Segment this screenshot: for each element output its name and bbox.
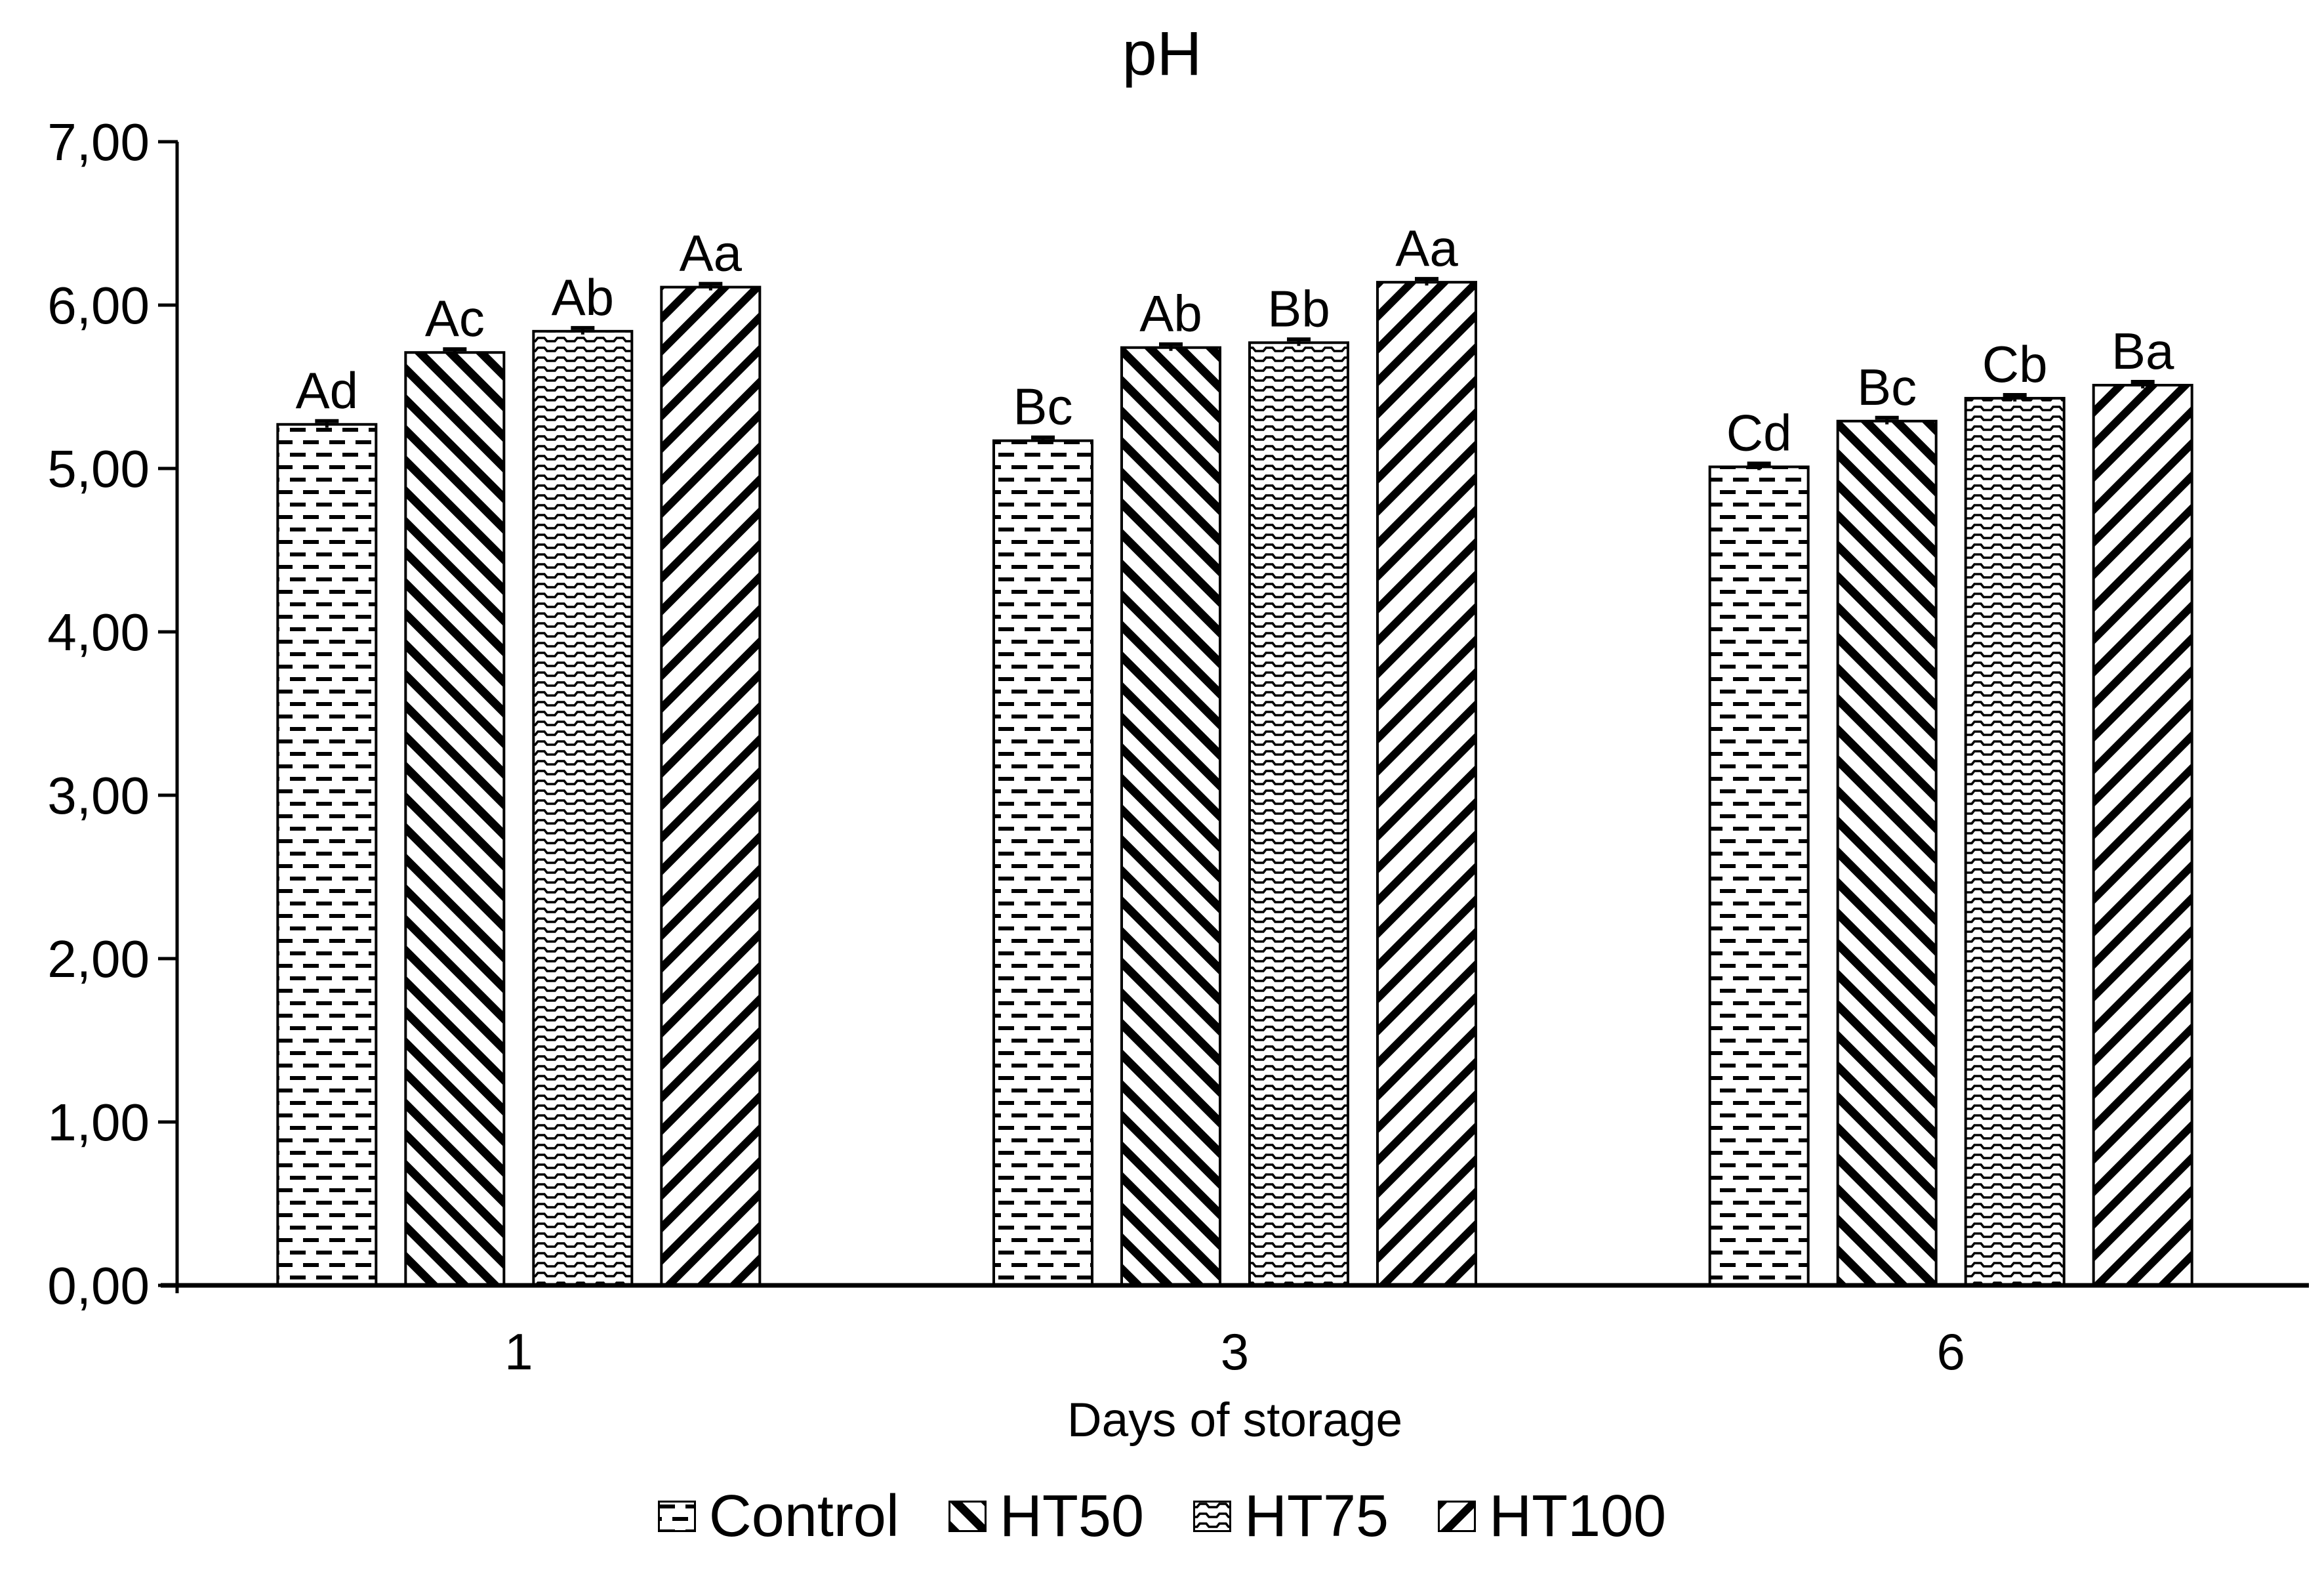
bar-significance-label: Bc xyxy=(1013,378,1072,436)
bar-control-day3 xyxy=(992,439,1093,1287)
y-tick-label: 1,00 xyxy=(47,1093,150,1152)
legend-label: HT100 xyxy=(1489,1484,1667,1549)
bar-ht100-day1 xyxy=(660,285,762,1287)
y-tick-label: 7,00 xyxy=(47,113,150,171)
y-tick-label: 5,00 xyxy=(47,440,150,498)
legend-item-ht50: HT50 xyxy=(948,1487,1144,1546)
legend-item-control: Control xyxy=(657,1484,899,1549)
chart-title: pH xyxy=(1122,19,1202,89)
legend-swatch-diagonal-down-icon xyxy=(948,1501,987,1532)
bar-significance-label: Bb xyxy=(1267,280,1330,337)
legend-swatch-rect xyxy=(657,1501,696,1532)
legend-swatch-rect xyxy=(948,1501,987,1532)
bar-significance-label: Aa xyxy=(1395,219,1458,277)
bar-control-day6 xyxy=(1708,465,1810,1287)
bar-significance-label: Cd xyxy=(1726,404,1792,462)
bar-ht50-day1 xyxy=(404,351,506,1287)
legend-swatch-rect xyxy=(1438,1501,1477,1532)
legend-label: HT75 xyxy=(1244,1484,1389,1549)
bar-significance-label: Aa xyxy=(680,224,743,282)
y-tick-label: 2,00 xyxy=(47,930,150,988)
bar-ht100-day6 xyxy=(2092,384,2193,1287)
bar-ht75-day1 xyxy=(532,329,634,1287)
bar-ht75-day6 xyxy=(1964,396,2066,1287)
legend-label: HT50 xyxy=(999,1484,1144,1549)
x-category-label: 3 xyxy=(1221,1323,1249,1381)
bar-ht75-day3 xyxy=(1248,341,1349,1287)
bar-ht50-day6 xyxy=(1836,419,1938,1287)
bar-significance-label: Ab xyxy=(1139,285,1202,343)
legend-item-ht75: HT75 xyxy=(1193,1487,1389,1546)
legend-label: Control xyxy=(708,1484,899,1549)
y-tick-label: 0,00 xyxy=(47,1256,150,1315)
legend-swatch-rect xyxy=(1193,1501,1231,1532)
bar-significance-label: Ad xyxy=(296,362,358,419)
bar-ht100-day3 xyxy=(1376,281,1477,1287)
x-category-label: 1 xyxy=(504,1323,533,1381)
legend-swatch-horizontal-dashes-icon xyxy=(657,1501,696,1532)
y-tick-label: 6,00 xyxy=(47,276,150,335)
bar-control-day1 xyxy=(276,423,378,1287)
bar-significance-label: Bc xyxy=(1857,358,1917,416)
legend-swatch-waves-icon xyxy=(1193,1501,1231,1532)
bar-significance-label: Ba xyxy=(2111,322,2174,380)
y-tick-label: 4,00 xyxy=(47,603,150,661)
bar-significance-label: Cb xyxy=(1982,335,2048,393)
bar-significance-label: Ac xyxy=(425,289,485,347)
bar-significance-label: Ab xyxy=(552,268,614,326)
x-axis-label: Days of storage xyxy=(1067,1394,1403,1447)
legend: Control HT50 HT75 HT100 xyxy=(0,1487,2324,1546)
legend-item-ht100: HT100 xyxy=(1438,1487,1666,1546)
x-category-label: 6 xyxy=(1936,1323,1965,1381)
bar-ht50-day3 xyxy=(1120,346,1221,1287)
y-tick-label: 3,00 xyxy=(47,766,150,825)
legend-swatch-diagonal-up-icon xyxy=(1438,1501,1477,1532)
